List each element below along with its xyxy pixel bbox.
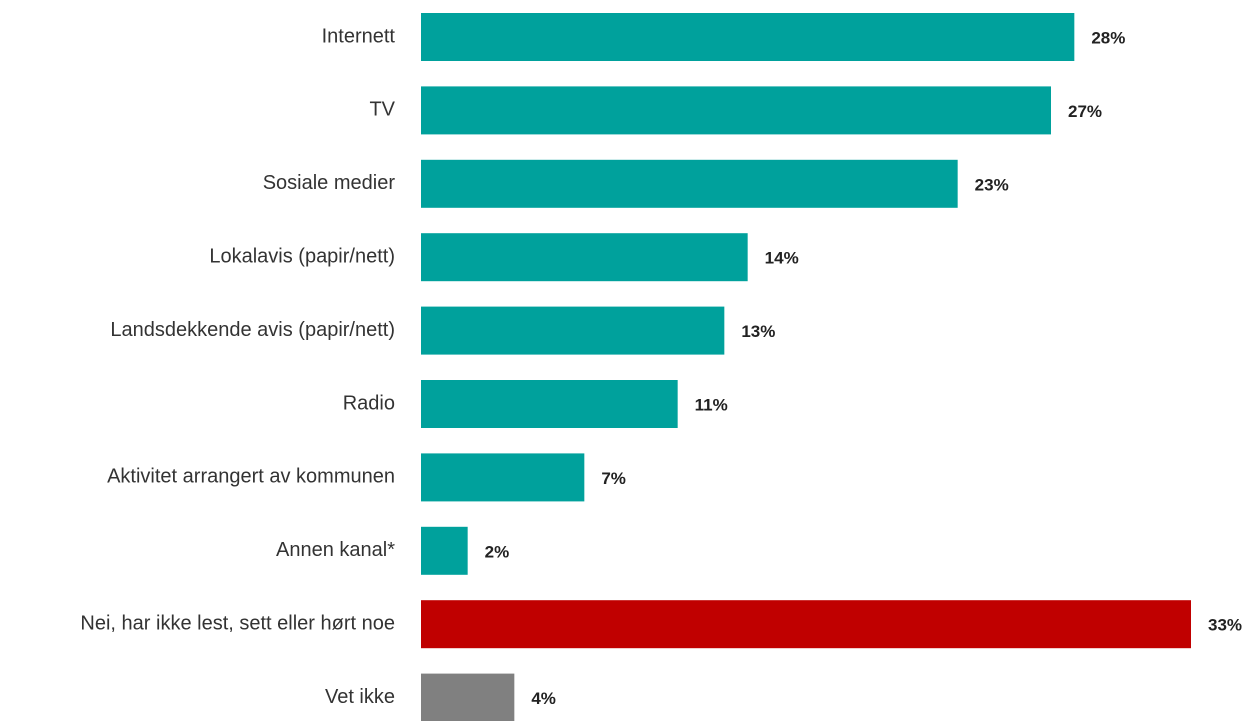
- bar: [421, 233, 748, 282]
- category-label: Vet ikke: [325, 686, 395, 708]
- category-label: Lokalavis (papir/nett): [209, 245, 395, 267]
- category-label: Sosiale medier: [263, 172, 396, 194]
- bar: [421, 380, 678, 428]
- value-label: 28%: [1091, 28, 1125, 47]
- category-label: Aktivitet arrangert av kommunen: [107, 466, 395, 488]
- category-label: Annen kanal*: [276, 539, 395, 561]
- value-label: 33%: [1208, 616, 1242, 635]
- value-label: 27%: [1068, 102, 1102, 121]
- value-label: 14%: [765, 249, 799, 268]
- value-label: 13%: [741, 322, 775, 341]
- value-label: 11%: [695, 395, 728, 414]
- bar: [421, 600, 1191, 649]
- bar: [421, 526, 468, 575]
- value-label: 23%: [975, 175, 1009, 194]
- bar: [421, 673, 515, 721]
- value-label: 7%: [601, 469, 626, 488]
- bar: [421, 453, 585, 502]
- bar: [421, 86, 1051, 135]
- value-label: 4%: [531, 689, 556, 708]
- category-label: Landsdekkende avis (papir/nett): [110, 319, 395, 341]
- bar: [421, 306, 725, 355]
- bar: [421, 13, 1075, 61]
- bar: [421, 159, 958, 208]
- value-label: 2%: [485, 542, 510, 561]
- category-label: Nei, har ikke lest, sett eller hørt noe: [80, 612, 395, 634]
- category-label: Radio: [343, 392, 395, 414]
- category-label: TV: [369, 99, 395, 121]
- category-label: Internett: [322, 25, 396, 47]
